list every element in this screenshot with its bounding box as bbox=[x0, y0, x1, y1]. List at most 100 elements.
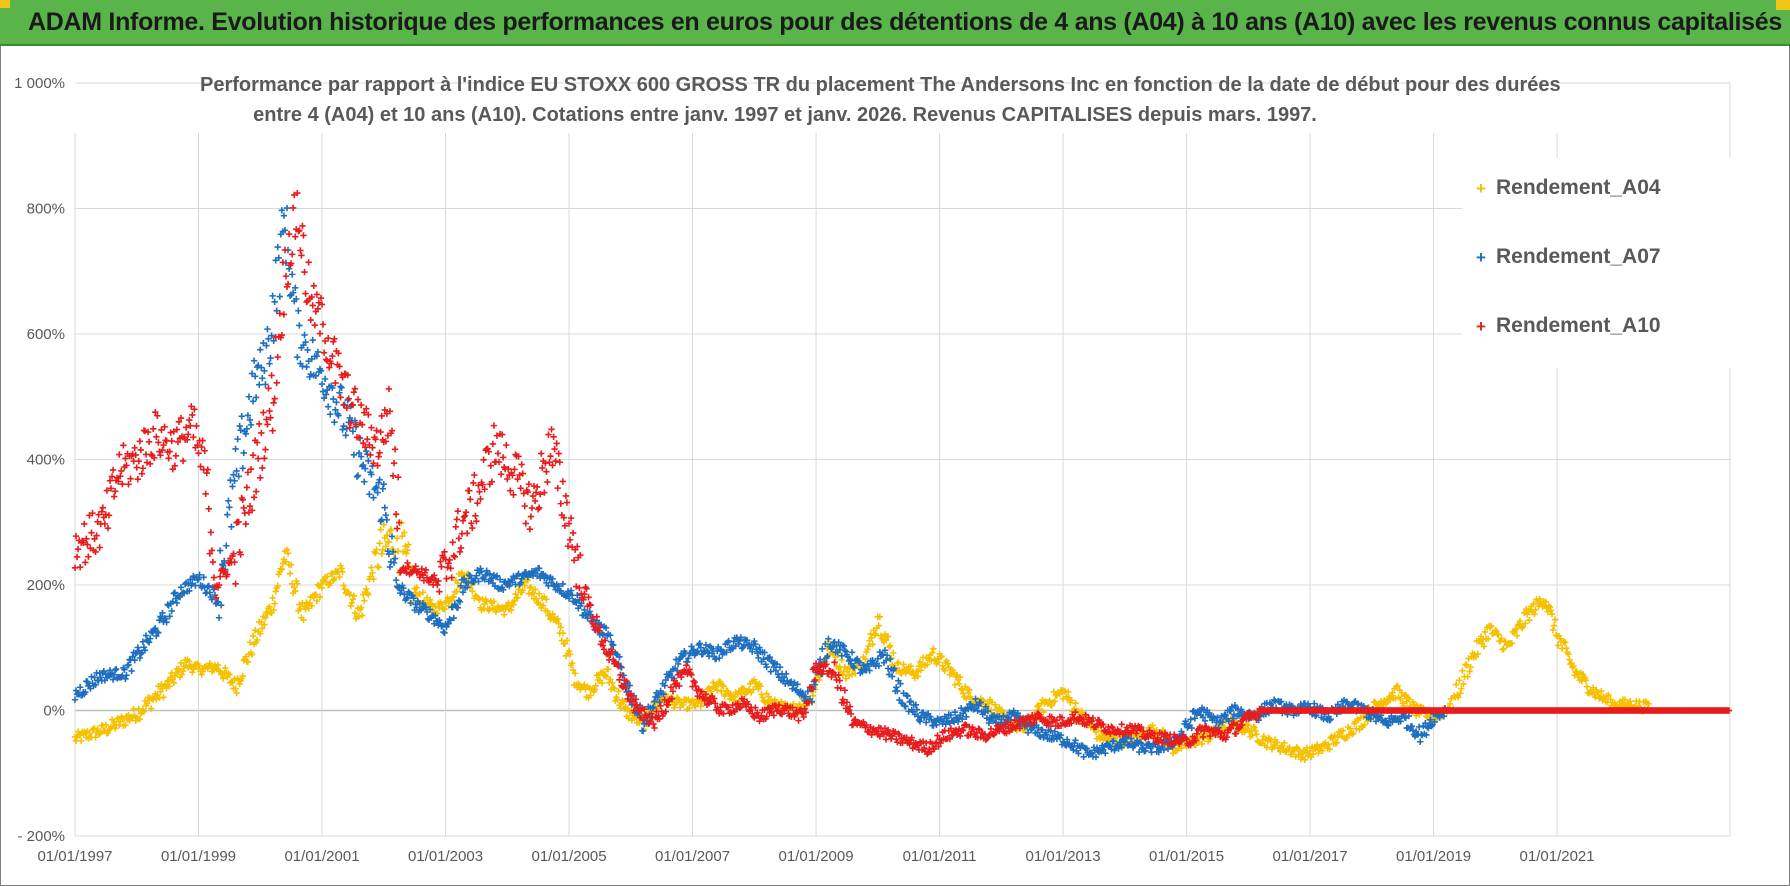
x-tick-label: 01/01/2021 bbox=[1520, 848, 1595, 865]
data-point bbox=[836, 677, 843, 684]
data-point bbox=[329, 352, 336, 360]
data-point bbox=[247, 421, 255, 429]
data-point bbox=[1227, 707, 1235, 714]
data-point bbox=[1405, 696, 1413, 703]
data-point bbox=[1474, 650, 1482, 658]
data-point bbox=[494, 450, 502, 457]
data-point bbox=[319, 321, 327, 328]
data-point bbox=[343, 404, 350, 412]
data-point bbox=[199, 668, 206, 675]
data-point bbox=[514, 475, 521, 483]
data-point bbox=[348, 599, 356, 607]
data-point bbox=[758, 691, 765, 698]
data-point bbox=[318, 380, 326, 388]
data-point bbox=[549, 462, 556, 469]
data-point bbox=[294, 189, 301, 197]
data-point bbox=[110, 718, 118, 725]
data-point bbox=[332, 379, 339, 387]
data-point bbox=[221, 557, 228, 565]
data-point bbox=[216, 573, 224, 580]
data-point bbox=[522, 520, 530, 527]
data-point bbox=[168, 607, 175, 615]
data-point bbox=[1526, 616, 1533, 624]
data-point bbox=[789, 685, 796, 692]
data-point bbox=[286, 292, 294, 299]
x-tick-label: 01/01/2009 bbox=[779, 848, 854, 865]
data-point bbox=[366, 491, 373, 498]
data-point bbox=[845, 706, 853, 714]
data-point bbox=[1339, 727, 1347, 734]
data-point bbox=[288, 271, 296, 278]
data-point bbox=[441, 605, 448, 613]
data-point bbox=[358, 612, 366, 619]
data-point bbox=[1521, 620, 1529, 627]
data-point bbox=[751, 676, 758, 683]
data-point bbox=[123, 672, 130, 679]
data-point bbox=[237, 551, 244, 558]
data-point bbox=[1479, 636, 1487, 643]
data-point bbox=[392, 576, 400, 584]
data-point bbox=[587, 601, 594, 609]
data-point bbox=[257, 474, 264, 482]
data-point bbox=[136, 438, 144, 445]
data-point bbox=[375, 479, 382, 486]
data-point bbox=[194, 576, 201, 584]
data-point bbox=[883, 652, 891, 659]
data-point bbox=[1021, 721, 1029, 729]
data-point bbox=[1024, 729, 1032, 736]
data-point bbox=[789, 704, 796, 711]
data-point bbox=[1547, 607, 1555, 614]
data-point bbox=[1394, 682, 1401, 689]
data-point bbox=[253, 636, 261, 644]
data-point bbox=[230, 550, 237, 557]
data-point bbox=[295, 307, 302, 314]
data-point bbox=[489, 440, 497, 448]
data-point bbox=[436, 588, 443, 595]
data-point bbox=[691, 679, 698, 686]
data-point bbox=[724, 687, 731, 695]
data-point bbox=[967, 731, 974, 739]
data-point bbox=[553, 440, 560, 447]
data-point bbox=[276, 310, 284, 317]
data-point bbox=[257, 630, 264, 637]
data-point bbox=[856, 659, 863, 666]
data-point bbox=[609, 648, 616, 655]
data-point bbox=[96, 544, 103, 551]
data-point bbox=[869, 641, 876, 648]
data-point bbox=[629, 697, 637, 704]
data-point bbox=[76, 563, 84, 571]
data-point bbox=[1389, 689, 1396, 696]
data-point bbox=[697, 703, 704, 710]
data-point bbox=[112, 665, 120, 673]
data-point bbox=[1333, 739, 1341, 746]
data-point bbox=[283, 204, 291, 212]
data-point bbox=[692, 682, 699, 690]
data-point bbox=[684, 658, 691, 666]
data-point bbox=[1198, 740, 1206, 748]
data-point bbox=[1544, 608, 1552, 615]
data-point bbox=[805, 699, 813, 706]
data-point bbox=[972, 695, 979, 702]
data-point bbox=[271, 298, 278, 306]
data-point bbox=[203, 469, 210, 477]
data-point bbox=[841, 663, 849, 671]
data-point bbox=[591, 686, 598, 693]
data-point bbox=[368, 564, 375, 571]
data-point bbox=[908, 734, 915, 741]
data-point bbox=[966, 686, 973, 694]
data-point bbox=[1014, 710, 1021, 717]
data-point bbox=[264, 325, 271, 333]
data-point bbox=[252, 488, 260, 495]
data-point bbox=[129, 653, 136, 660]
data-point bbox=[934, 732, 941, 739]
data-point bbox=[549, 575, 556, 583]
data-point bbox=[312, 591, 320, 598]
data-point bbox=[669, 688, 677, 695]
x-tick-label: 01/01/2015 bbox=[1149, 848, 1224, 865]
data-point bbox=[749, 648, 756, 655]
data-point bbox=[1250, 723, 1257, 731]
data-point bbox=[332, 406, 339, 414]
data-point bbox=[426, 606, 434, 613]
data-point bbox=[117, 718, 124, 725]
data-point bbox=[154, 412, 161, 419]
